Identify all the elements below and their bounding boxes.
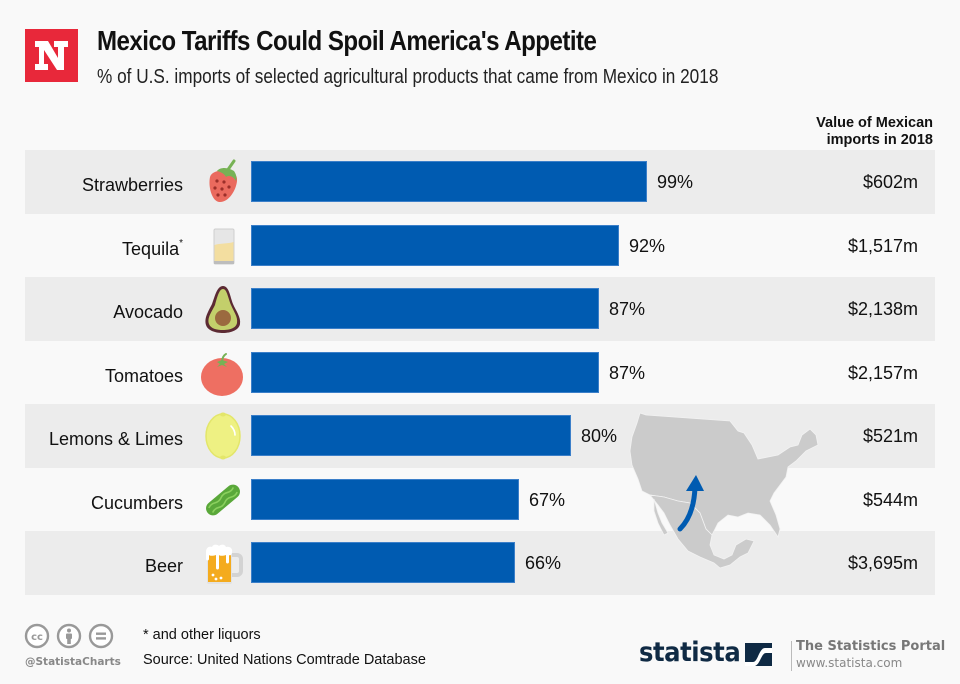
bar-cucumbers <box>251 478 519 520</box>
source-note: Source: United Nations Comtrade Database <box>143 652 426 668</box>
avocado-icon <box>205 286 241 333</box>
footnote: * and other liquors <box>143 627 261 643</box>
portal-title: The Statistics Portal <box>796 639 946 654</box>
import-value: $3,695m <box>847 553 918 573</box>
chart-row: Tomatoes 87% $2,157m <box>25 341 935 405</box>
bar-value-label: 67% <box>529 489 566 510</box>
portal-url[interactable]: www.statista.com <box>796 656 903 670</box>
bar-value-label: 80% <box>581 426 618 446</box>
chart-title: Mexico Tariffs Could Spoil America's App… <box>97 25 597 56</box>
value-column-header-line1: Value of Mexican <box>816 115 933 131</box>
no-derivatives-icon[interactable] <box>88 623 114 649</box>
mexico-shape <box>649 494 755 569</box>
tomato-icon <box>201 352 243 396</box>
footnote-mark: * <box>179 237 183 249</box>
category-label: Strawberries <box>81 175 183 195</box>
beer-mug-icon <box>206 544 243 584</box>
strawberry-icon <box>209 159 238 203</box>
bar-value-label: 87% <box>609 362 646 383</box>
statista-logo-icon <box>745 643 772 666</box>
import-value: $1,517m <box>847 235 918 256</box>
category-label: Lemons & Limes <box>48 429 183 449</box>
mexico-to-us-arrow <box>677 484 698 532</box>
bar-value-label: 99% <box>657 172 694 192</box>
chart-row: Strawberries 99% $602m <box>25 150 935 214</box>
svg-text:cc: cc <box>31 632 43 643</box>
category-label: Cucumbers <box>90 492 183 513</box>
cucumber-icon <box>206 484 240 515</box>
category-label: Tomatoes <box>104 365 183 386</box>
bar-tequila <box>251 224 619 266</box>
chart-row: Beer 66% $3,695m <box>25 531 935 595</box>
footer-divider <box>791 641 792 671</box>
chart-row: Cucumbers 67% $544m <box>25 468 935 532</box>
newsweek-logo <box>25 29 78 82</box>
category-label: Beer <box>144 556 183 576</box>
bar-beer <box>251 542 515 583</box>
north-america-map-icon <box>629 412 819 569</box>
import-value: $521m <box>862 426 918 446</box>
category-label: Tequila* <box>122 237 183 259</box>
import-value: $2,157m <box>847 362 918 383</box>
import-value: $2,138m <box>847 299 918 319</box>
chart-row: Tequila* 92% $1,517m <box>25 214 935 278</box>
twitter-handle[interactable]: @StatistaCharts <box>25 656 121 668</box>
category-label: Avocado <box>113 302 183 322</box>
lemon-icon <box>205 412 241 460</box>
chart-row: Avocado 87% $2,138m <box>25 277 935 341</box>
import-value: $544m <box>862 489 918 510</box>
bar-tomatoes <box>251 351 599 393</box>
bar-value-label: 66% <box>525 553 562 573</box>
tequila-glass-icon <box>213 228 235 264</box>
arrow-head <box>686 475 704 491</box>
import-value: $602m <box>862 172 918 192</box>
statista-logo-text[interactable]: statista <box>639 637 741 668</box>
newsweek-n-icon <box>35 41 68 70</box>
bar-value-label: 87% <box>609 299 646 319</box>
bar-value-label: 92% <box>629 235 666 256</box>
value-column-header-line2: imports in 2018 <box>826 132 933 148</box>
chart-subtitle: % of U.S. imports of selected agricultur… <box>97 66 719 88</box>
bar-strawberries <box>251 161 647 202</box>
bar-lemons-limes <box>251 415 571 456</box>
bar-avocado <box>251 288 599 329</box>
attribution-icon[interactable] <box>56 623 82 649</box>
cc-icon[interactable]: cc <box>24 623 50 649</box>
license-icons: cc <box>24 623 114 649</box>
value-column-header: Value of Mexican imports in 2018 <box>816 115 933 149</box>
